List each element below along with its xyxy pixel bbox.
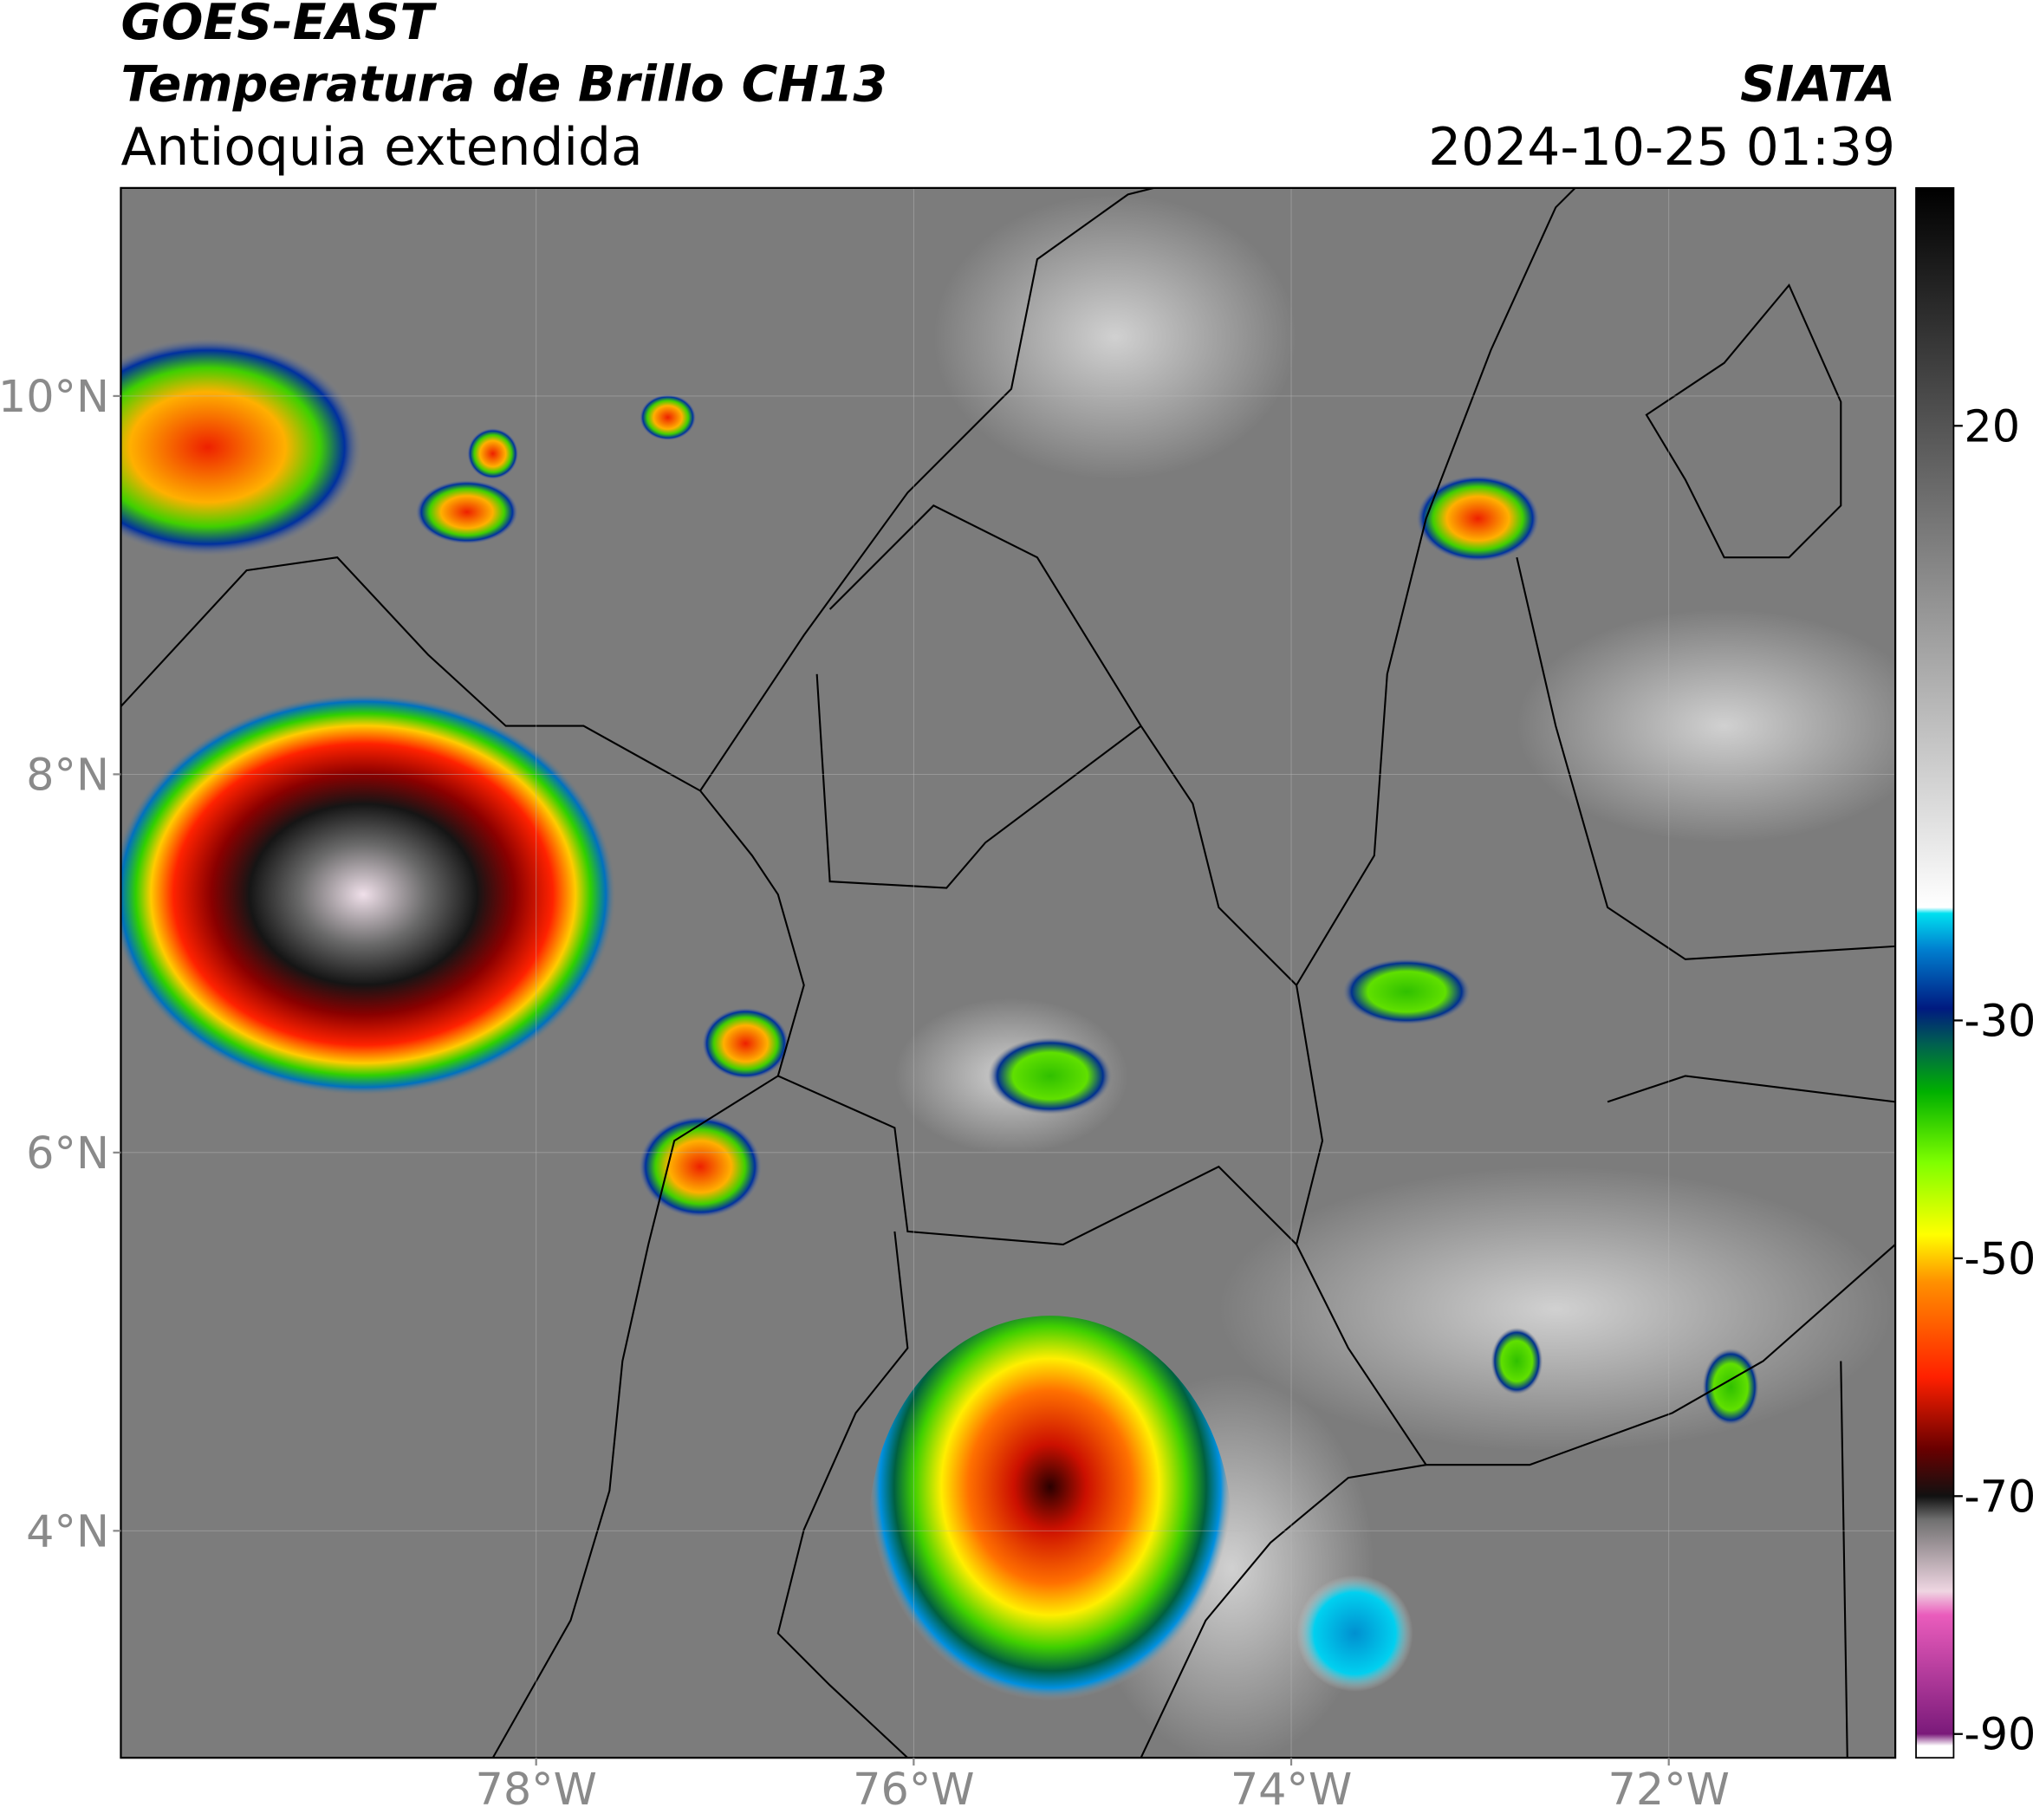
y-tick-label: 10°N [0,371,109,422]
y-tick-label: 4°N [26,1505,109,1557]
x-tick-label: 74°W [1231,1764,1352,1815]
region: Antioquia extendida [120,117,642,178]
colorbar-tick-label: 20 [1964,400,2020,452]
x-tick-label: 78°W [475,1764,596,1815]
title: GOES-EAST [120,0,437,51]
grid [120,187,1896,1758]
y-tick-label: 8°N [26,749,109,800]
colorbar-tick-label: -70 [1964,1471,2033,1522]
x-tick-label: 76°W [853,1764,974,1815]
map-frame [120,186,1897,1759]
subtitle: Temperatura de Brillo CH13 [120,56,887,114]
colorbar [1915,186,1955,1759]
datetime: 2024-10-25 01:39 [1428,117,1895,178]
y-tick-label: 6°N [26,1128,109,1179]
colorbar-tick-label: -50 [1964,1233,2033,1284]
satellite-image [120,187,1896,1758]
x-tick-label: 72°W [1608,1764,1729,1815]
colorbar-tick-label: -90 [1964,1709,2033,1760]
agency: SIATA [1740,56,1895,114]
colorbar-tick-label: -30 [1964,995,2033,1046]
